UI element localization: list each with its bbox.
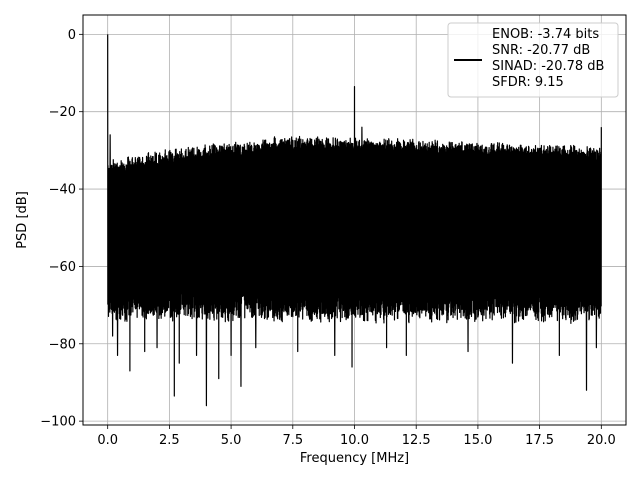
y-tick-label: 0 <box>68 28 76 43</box>
x-tick-label: 10.0 <box>340 433 369 448</box>
legend-snr: SNR: -20.77 dB <box>492 43 590 58</box>
y-tick-label: −80 <box>49 337 76 352</box>
x-tick-label: 7.5 <box>282 433 303 448</box>
legend-sfdr: SFDR: 9.15 <box>492 75 564 90</box>
legend-box <box>447 22 619 98</box>
x-tick-label: 12.5 <box>402 433 431 448</box>
psd-series-line <box>107 34 602 407</box>
axes-ticks: 0.0 2.5 5.0 7.5 10.0 12.5 15.0 17.5 20.0 0 −20 −40 −… <box>40 28 616 448</box>
x-tick-label: 2.5 <box>159 433 180 448</box>
x-tick-label: 15.0 <box>463 433 492 448</box>
x-axis-label: Frequency [MHz] <box>300 451 409 466</box>
legend-sinad: SINAD: -20.78 dB <box>492 59 604 74</box>
x-tick-label: 5.0 <box>221 433 242 448</box>
legend-enob: ENOB: -3.74 bits <box>492 27 599 42</box>
y-tick-label: −40 <box>49 183 76 198</box>
y-tick-label: −100 <box>40 415 76 430</box>
y-tick-label: −20 <box>49 105 76 120</box>
plot-area <box>107 34 602 407</box>
y-tick-label: −60 <box>49 260 76 275</box>
x-tick-label: 20.0 <box>587 433 616 448</box>
y-axis-label: PSD [dB] <box>15 191 30 249</box>
legend: ENOB: -3.74 bits SNR: -20.77 dB SINAD: -… <box>447 22 619 98</box>
x-tick-label: 17.5 <box>525 433 554 448</box>
x-tick-label: 0.0 <box>97 433 118 448</box>
